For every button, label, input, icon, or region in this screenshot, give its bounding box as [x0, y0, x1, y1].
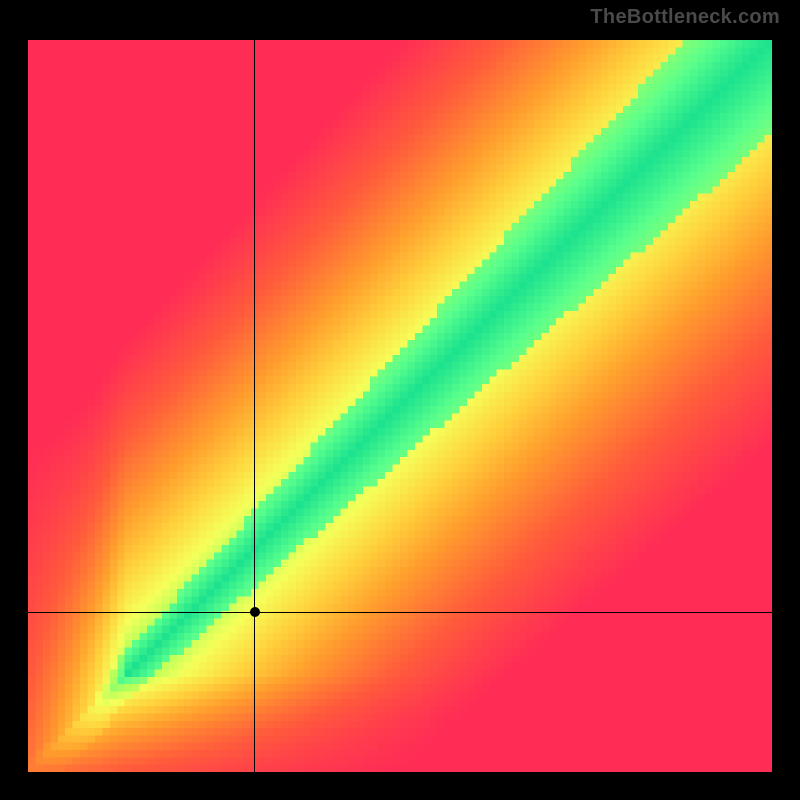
crosshair-vertical-line: [254, 40, 255, 772]
crosshair-horizontal-line: [28, 612, 772, 613]
figure-root: TheBottleneck.com: [0, 0, 800, 800]
crosshair-marker-dot: [250, 607, 260, 617]
heatmap-canvas: [28, 40, 772, 772]
heatmap-plot-area: [28, 40, 772, 772]
watermark-text: TheBottleneck.com: [590, 6, 780, 29]
